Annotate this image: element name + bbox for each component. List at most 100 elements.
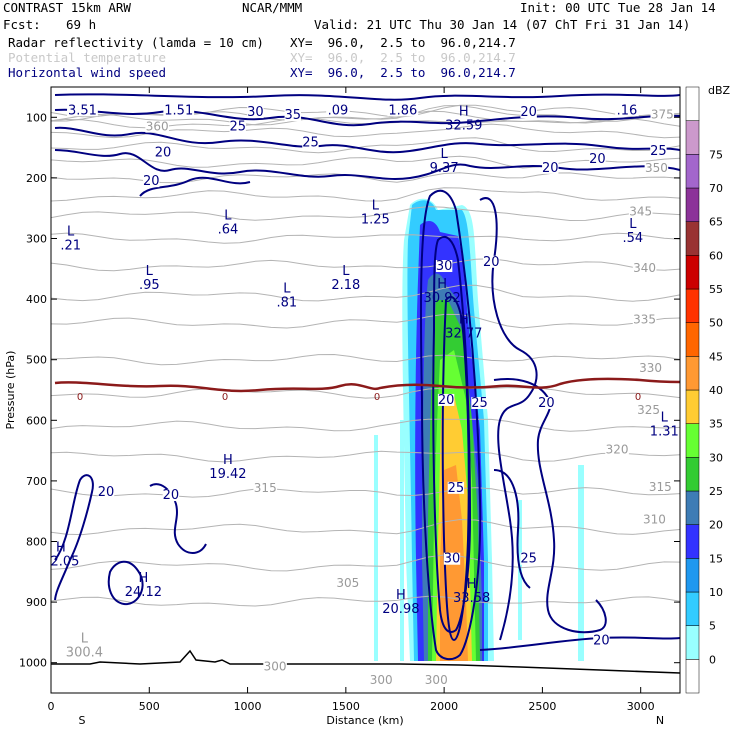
theta-label: 300 xyxy=(370,673,393,687)
wind-label: 20 xyxy=(483,255,500,270)
extremum-marker: H xyxy=(467,577,477,592)
extremum-value: .81 xyxy=(277,295,298,310)
x-tick-label: 2500 xyxy=(528,700,556,713)
y-tick-label: 300 xyxy=(26,233,47,246)
wind-label: 25 xyxy=(650,144,667,159)
theta-label: 310 xyxy=(643,512,666,526)
extremum-value: 1.25 xyxy=(361,212,390,227)
extremum-marker: H xyxy=(138,571,148,586)
field-name-theta: Potential temperature xyxy=(8,50,167,65)
wind-label: 25 xyxy=(520,552,537,567)
extremum-marker: H xyxy=(223,453,233,468)
theta-contour xyxy=(51,450,680,463)
colorbar-tick-label: 20 xyxy=(709,519,723,532)
colorbar-tick-label: 10 xyxy=(709,586,723,599)
north-label: N xyxy=(656,714,664,727)
colorbar-swatch xyxy=(685,187,700,222)
wind-label-bg xyxy=(520,106,537,119)
wind-label-bg xyxy=(247,106,264,119)
theta-label-bg xyxy=(632,261,657,274)
wind-label-bg xyxy=(163,104,195,117)
field-xy-theta: XY= 96.0, 2.5 to 96.0,214.7 xyxy=(290,50,516,65)
wind-label-bg xyxy=(447,481,465,494)
colorbar-tick-label: 0 xyxy=(709,653,716,666)
wind-label: 35 xyxy=(284,108,301,123)
field-xy-reflectivity: XY= 96.0, 2.5 to 96.0,214.7 xyxy=(290,35,516,50)
colorbar-tick-label: 25 xyxy=(709,485,723,498)
theta-contour xyxy=(51,387,680,399)
wind-label: 30 xyxy=(436,259,453,274)
extremum-value: 1.31 xyxy=(650,424,679,439)
wind-contour-core-mid xyxy=(441,295,470,642)
wind-contour-west-1 xyxy=(54,474,94,601)
extremum-marker: L xyxy=(67,224,75,239)
wind-label: 20 xyxy=(538,396,555,411)
refl-streak-2 xyxy=(400,420,404,661)
y-tick-label: 100 xyxy=(26,111,47,124)
colorbar-tick-label: 75 xyxy=(709,148,723,161)
colorbar-tick-label: 40 xyxy=(709,384,723,397)
colorbar-swatch xyxy=(685,356,700,391)
extremum-marker: H xyxy=(437,277,447,292)
field-name-reflectivity: Radar reflectivity (lamda = 10 cm) xyxy=(8,35,264,50)
colorbar-tick-label: 65 xyxy=(709,216,723,229)
extremum-marker: L xyxy=(146,264,154,279)
extremum-value: 30.92 xyxy=(424,291,461,306)
wind-label-bg xyxy=(162,489,180,502)
theta-label-bg xyxy=(336,576,360,589)
y-tick-label: 400 xyxy=(26,293,47,306)
wind-label: .09 xyxy=(328,103,349,118)
theta-contours xyxy=(51,104,680,607)
colorbar-tick-label: 5 xyxy=(709,620,716,633)
wind-label: 20 xyxy=(542,161,559,176)
forecast-value: 69 h xyxy=(66,17,97,32)
wind-label: 25 xyxy=(302,135,319,150)
colorbar-tick-label: 35 xyxy=(709,418,723,431)
x-tick-label: 3000 xyxy=(627,700,655,713)
x-tick-label: 1500 xyxy=(332,700,360,713)
wind-label: 20 xyxy=(438,393,455,408)
forecast-label: Fcst: xyxy=(3,17,41,32)
wind-label-bg xyxy=(154,146,172,159)
colorbar-unit: dBZ xyxy=(708,84,731,97)
wind-label: 20 xyxy=(155,146,172,161)
theta-label-bg xyxy=(642,513,667,526)
theta-label-bg xyxy=(424,673,449,686)
wind-label-bg xyxy=(435,260,453,273)
y-tick-label: 500 xyxy=(26,354,47,367)
theta-label: 315 xyxy=(254,481,277,495)
theta-label-bg xyxy=(648,481,673,494)
colorbar-swatch xyxy=(685,389,700,424)
colorbar-swatch xyxy=(685,86,700,121)
wind-label: 1.86 xyxy=(388,103,417,118)
wind-label: 3.51 xyxy=(68,103,97,118)
extremum-value: 32.59 xyxy=(445,118,482,133)
theta-label-bg xyxy=(605,443,629,456)
colorbar-swatch xyxy=(685,154,700,189)
wind-label-bg xyxy=(387,104,419,117)
colorbar-swatch xyxy=(685,423,700,458)
contour-labels: 3603753503453403353303253203153103153053… xyxy=(51,103,679,687)
wind-label-bg xyxy=(284,109,301,122)
theta-label: 335 xyxy=(633,312,656,326)
wind-label-bg xyxy=(443,552,461,565)
theta-contour xyxy=(51,104,680,118)
extremum-value: 32.77 xyxy=(445,326,482,341)
theta-contour xyxy=(51,595,680,607)
y-tick-label: 700 xyxy=(26,475,47,488)
wind-label-bg xyxy=(437,393,455,406)
wind-label: 25 xyxy=(229,120,246,135)
extremum-value: 33.58 xyxy=(453,591,490,606)
extremum-value: .21 xyxy=(60,238,81,253)
wind-label-bg xyxy=(615,104,639,117)
colorbar-tick-label: 55 xyxy=(709,283,723,296)
theta-label-bg xyxy=(263,660,287,673)
wind-label-bg xyxy=(589,152,606,165)
wind-label-bg xyxy=(143,175,160,188)
colorbar-tick-label: 70 xyxy=(709,182,723,195)
extremum-value: 20.98 xyxy=(382,602,419,617)
theta-label-bg xyxy=(636,404,661,417)
x-tick-label: 1000 xyxy=(234,700,262,713)
colorbar-tick-label: 60 xyxy=(709,249,723,262)
wind-label-bg xyxy=(483,255,500,268)
